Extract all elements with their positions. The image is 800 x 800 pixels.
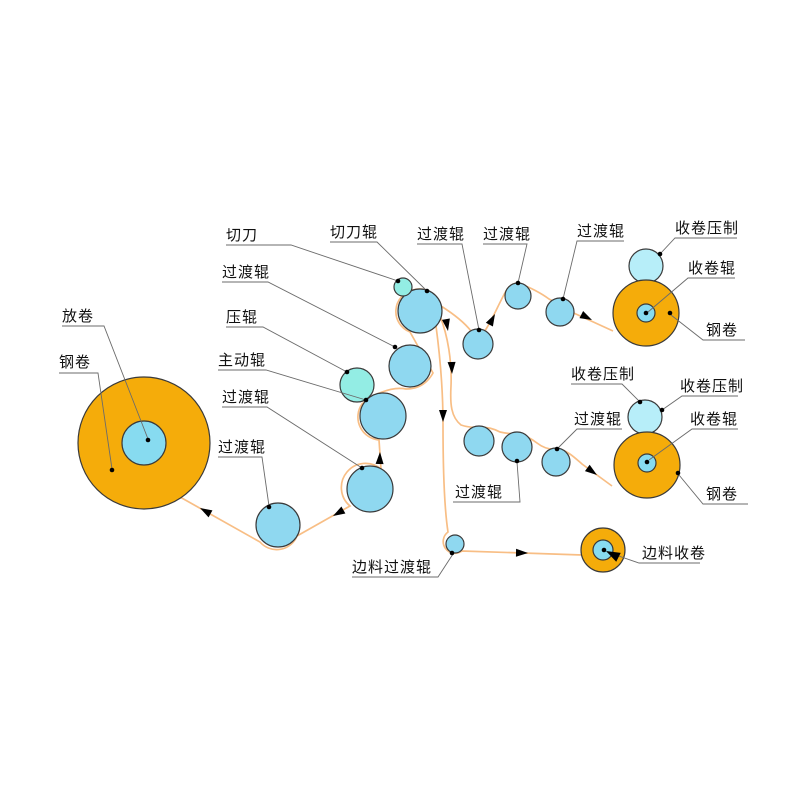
transition-roller-up-1 xyxy=(462,328,494,360)
transition-roller-left xyxy=(346,465,394,513)
transition-roller-up-3 xyxy=(545,297,575,327)
label-transition-roller-8: 过渡辊 xyxy=(455,483,504,501)
label-rewind-roller-2: 收卷辊 xyxy=(690,410,739,428)
label-rewind-press-2a: 收卷压制 xyxy=(571,365,636,383)
transition-roller-low-left xyxy=(255,502,301,548)
label-transition-roller-2: 过渡辊 xyxy=(222,388,271,406)
rewind-press-2 xyxy=(627,399,663,435)
trim-rewind-pointer-arrow xyxy=(606,551,621,562)
label-transition-roller-5: 过渡辊 xyxy=(483,225,532,243)
label-drive-roller: 主动辊 xyxy=(218,351,267,369)
label-unwind: 放卷 xyxy=(62,307,95,325)
web-main-from-unwind xyxy=(179,288,442,551)
label-rewind-press-1: 收卷压制 xyxy=(675,219,740,237)
label-rewind-press-2b: 收卷压制 xyxy=(680,377,745,395)
leader-dots xyxy=(109,251,681,556)
transition-roller-stack xyxy=(388,344,432,388)
transition-roller-mid-1 xyxy=(463,425,495,457)
label-transition-roller-3: 过渡辊 xyxy=(218,438,267,456)
label-steel-coil-2: 钢卷 xyxy=(706,485,739,503)
rollers xyxy=(77,248,681,573)
label-cutter: 切刀 xyxy=(226,226,259,244)
label-trim-rewind: 边料收卷 xyxy=(642,544,707,562)
unwind-core xyxy=(121,420,167,466)
label-transition-roller-6: 过渡辊 xyxy=(577,222,626,240)
trim-transition-roller xyxy=(445,534,465,554)
transition-roller-mid-3 xyxy=(541,447,571,477)
transition-roller-up-2 xyxy=(504,282,532,310)
label-press-roller: 压辊 xyxy=(226,308,259,326)
label-cutter-roller: 切刀辊 xyxy=(330,223,379,241)
press-roller xyxy=(339,367,375,403)
label-transition-roller-1: 过渡辊 xyxy=(222,263,271,281)
label-transition-roller-4: 过渡辊 xyxy=(417,225,466,243)
label-transition-roller-7: 过渡辊 xyxy=(574,410,623,428)
label-steel-coil-left: 钢卷 xyxy=(59,353,92,371)
web-direction-arrows xyxy=(200,310,621,562)
label-steel-coil-1: 钢卷 xyxy=(706,321,739,339)
label-trim-transition-roller: 边料过渡辊 xyxy=(352,558,433,576)
transition-roller-mid-2 xyxy=(501,431,533,463)
cutter-roller xyxy=(397,288,443,334)
drive-roller xyxy=(359,392,407,440)
leader-lines xyxy=(59,237,748,578)
label-rewind-roller-1: 收卷辊 xyxy=(688,259,737,277)
web-trim-branch xyxy=(435,325,583,556)
